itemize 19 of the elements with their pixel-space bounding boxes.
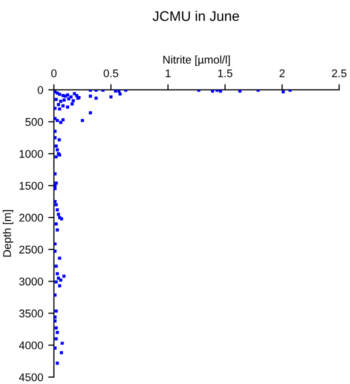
y-tick-label: 2000 [19, 214, 44, 222]
x-tick-label: 2 [280, 69, 285, 78]
y-tick-label: 1000 [20, 150, 44, 158]
x-tick-label: 0 [51, 69, 57, 78]
x-tick-label: 2.5 [332, 69, 346, 78]
x-tick-label: 1 [166, 69, 171, 78]
x-tick-label: 1.5 [218, 69, 232, 78]
y-tick-label: 3000 [19, 278, 44, 286]
y-tick-label: 4000 [19, 341, 44, 350]
y-tick-label: 0 [38, 86, 44, 94]
chart-title: JCMU in June [152, 10, 239, 22]
x-tick-label: 0.5 [104, 69, 118, 78]
y-tick-label: 2500 [19, 246, 44, 254]
y-tick-label: 4500 [19, 373, 44, 382]
y-tick-label: 1500 [20, 182, 44, 190]
x-axis-title: Nitrite [µmol/l] [163, 55, 230, 66]
y-tick-label: 3500 [19, 310, 44, 318]
y-tick-label: 500 [25, 118, 44, 126]
y-axis-title: Depth [m] [2, 210, 14, 257]
